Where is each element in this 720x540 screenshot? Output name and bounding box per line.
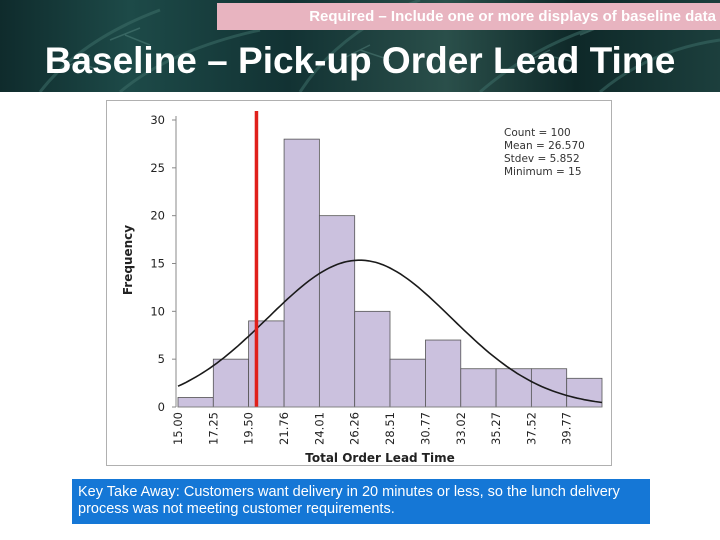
- y-tick-label: 15: [150, 257, 165, 271]
- stats-line: Stdev = 5.852: [504, 153, 580, 165]
- stats-line: Mean = 26.570: [504, 140, 585, 152]
- normal-curve: [177, 259, 603, 404]
- histogram-bar: [389, 358, 426, 408]
- requirement-banner: Required – Include one or more displays …: [217, 3, 720, 30]
- x-tick-label: 35.27: [489, 412, 503, 445]
- histogram-bars: [177, 138, 603, 408]
- histogram-bar: [212, 358, 250, 408]
- x-tick-label: 28.51: [383, 412, 397, 445]
- x-tick-label: 30.77: [418, 412, 432, 445]
- y-tick-label: 10: [150, 304, 165, 318]
- y-tick-label: 5: [158, 352, 165, 366]
- x-tick-label: 24.01: [312, 412, 326, 445]
- x-tick-label: 15.00: [171, 412, 185, 445]
- histogram-bar: [566, 377, 603, 408]
- y-tick-label: 20: [150, 209, 165, 223]
- slide-title: Baseline – Pick-up Order Lead Time: [44, 40, 676, 81]
- x-tick-label: 26.26: [348, 412, 362, 445]
- histogram-bar: [460, 368, 497, 408]
- normal-curve-group: [177, 259, 603, 404]
- histogram-bar: [248, 320, 285, 408]
- x-tick-label: 39.77: [560, 412, 574, 445]
- y-axis: 0 5 10 15 20 25 30: [150, 113, 177, 414]
- histogram-bar: [318, 215, 356, 408]
- y-tick-label: 30: [150, 113, 165, 127]
- histogram-bar: [177, 397, 214, 408]
- histogram-chart: 0 5 10 15 20 25 30 15.00 17.25 19.50 21.76 24.01 26…: [121, 111, 603, 465]
- y-axis-title: Frequency: [121, 225, 135, 295]
- histogram-bar: [283, 138, 320, 408]
- histogram-bar: [425, 339, 462, 408]
- x-tick-label: 21.76: [277, 412, 291, 445]
- histogram-bar: [354, 310, 391, 408]
- histogram-bar: [495, 368, 532, 408]
- key-takeaway-box: Key Take Away: Customers want delivery i…: [72, 479, 650, 524]
- y-tick-label: 0: [158, 400, 165, 414]
- x-tick-label: 37.52: [524, 412, 538, 445]
- stats-line: Minimum = 15: [504, 166, 582, 178]
- x-tick-label: 19.50: [242, 412, 256, 445]
- palm-leaf-background: [38, 0, 720, 92]
- x-axis-title: Total Order Lead Time: [305, 451, 455, 465]
- y-tick-label: 25: [150, 161, 165, 175]
- x-axis: 15.00 17.25 19.50 21.76 24.01 26.26 28.51 30.77…: [171, 406, 602, 445]
- histogram-bar: [530, 368, 568, 408]
- x-tick-label: 17.25: [206, 412, 220, 445]
- stats-line: Count = 100: [504, 127, 571, 139]
- x-tick-label: 33.02: [454, 412, 468, 445]
